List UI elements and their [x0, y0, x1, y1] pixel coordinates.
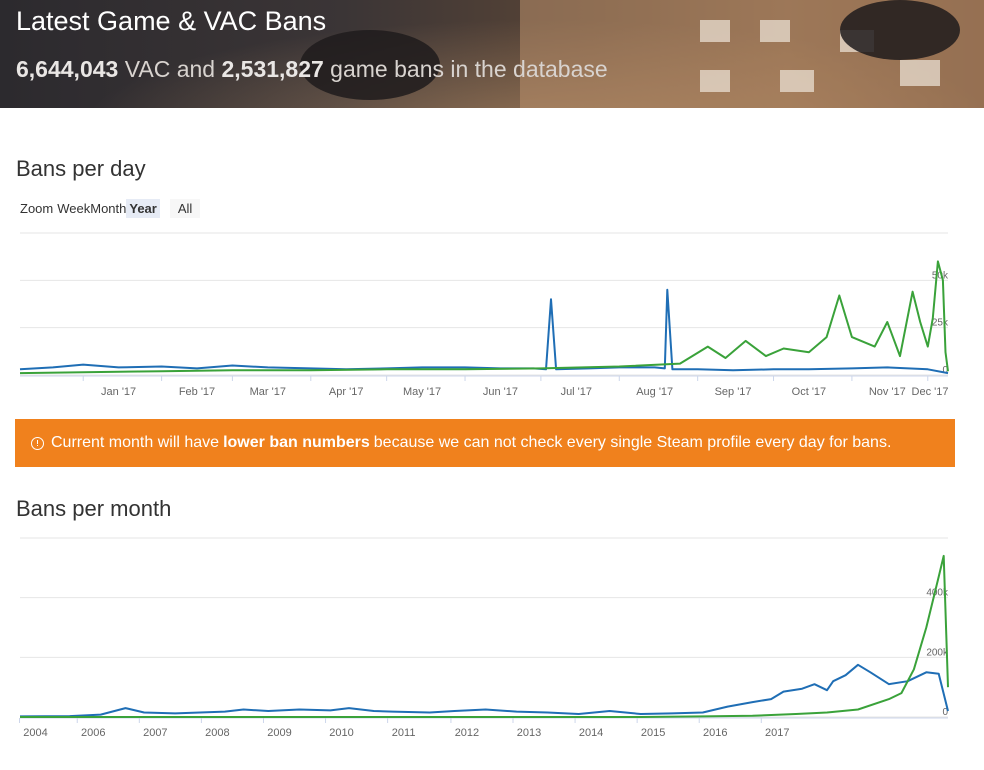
- x-tick-label: Jan '17: [101, 386, 136, 398]
- y-tick-label: 400k: [926, 588, 949, 599]
- x-tick-label: Oct '17: [792, 386, 827, 398]
- current-month-notice: Current month will have lower ban number…: [15, 419, 955, 467]
- x-tick-label: Feb '17: [179, 386, 215, 398]
- monthly-chart-title: Bans per month: [16, 496, 172, 521]
- x-tick-label: Jul '17: [561, 386, 592, 398]
- game-ban-count: 2,531,827: [221, 56, 324, 82]
- background-window: [700, 20, 730, 42]
- x-tick-label: 2010: [329, 727, 353, 739]
- game-bans-series-line: [19, 260, 949, 375]
- y-tick-label: 0: [942, 707, 948, 718]
- background-palm: [300, 30, 440, 100]
- daily-bans-chart: 0 25k 50k Jan '17 Feb '17 Mar '17 Apr '17 May '…: [19, 232, 949, 398]
- notice-prefix: Current month will have: [51, 434, 220, 451]
- x-tick-label: Mar '17: [250, 386, 286, 398]
- page-title: Latest Game & VAC Bans: [16, 6, 327, 36]
- header-banner: Latest Game & VAC Bans 6,644,043 VAC and…: [0, 0, 984, 108]
- x-tick-label: 2006: [81, 727, 105, 739]
- monthly-bans-chart: 0 200k 400k 2004 2006 2007 2008 2009 2010 2011 201…: [19, 537, 949, 739]
- zoom-year-button[interactable]: Year: [126, 199, 160, 218]
- zoom-month-button[interactable]: Month: [90, 201, 127, 216]
- x-tick-label: 2016: [703, 727, 727, 739]
- y-tick-label: 25k: [932, 318, 949, 329]
- background-window: [900, 60, 940, 86]
- y-tick-label: 50k: [932, 270, 949, 281]
- vac-bans-series-line: [19, 288, 949, 375]
- info-icon: [31, 436, 44, 450]
- y-tick-label: 200k: [926, 647, 949, 658]
- x-tick-label: 2013: [517, 727, 541, 739]
- x-tick-label: 2014: [579, 727, 603, 739]
- ban-totals: 6,644,043 VAC and 2,531,827 game bans in…: [16, 56, 608, 83]
- x-tick-label: Jun '17: [483, 386, 518, 398]
- background-window: [780, 70, 814, 92]
- x-tick-label: Dec '17: [912, 386, 949, 398]
- x-tick-label: 2012: [455, 727, 479, 739]
- x-tick-label: Sep '17: [715, 386, 752, 398]
- zoom-selector: Zoom Week Month Year All: [20, 199, 201, 218]
- x-tick-label: Apr '17: [329, 386, 364, 398]
- x-tick-label: 2015: [641, 727, 665, 739]
- x-tick-label: May '17: [403, 386, 441, 398]
- x-tick-label: Nov '17: [869, 386, 906, 398]
- vac-bans-series-line: [19, 663, 949, 718]
- x-tick-label: 2017: [765, 727, 789, 739]
- game-bans-series-line: [20, 554, 949, 718]
- notice-bold: lower ban numbers: [223, 434, 370, 451]
- x-tick-label: 2008: [205, 727, 229, 739]
- x-tick-label: 2011: [392, 727, 416, 739]
- vac-ban-count: 6,644,043: [16, 56, 119, 82]
- x-tick-label: Aug '17: [636, 386, 673, 398]
- background-window: [700, 70, 730, 92]
- zoom-week-button[interactable]: Week: [57, 201, 91, 216]
- zoom-all-button[interactable]: All: [169, 199, 201, 218]
- daily-chart-title: Bans per day: [16, 156, 146, 181]
- game-label: game bans in the database: [323, 56, 608, 82]
- y-tick-label: 0: [942, 365, 948, 376]
- x-tick-label: 2007: [143, 727, 167, 739]
- x-tick-label: 2004: [23, 727, 47, 739]
- background-palm: [840, 0, 960, 60]
- notice-suffix: because we can not check every single St…: [373, 434, 892, 451]
- vac-label: VAC and: [118, 56, 222, 82]
- background-window: [760, 20, 790, 42]
- zoom-label: Zoom: [20, 201, 54, 216]
- x-tick-label: 2009: [267, 727, 291, 739]
